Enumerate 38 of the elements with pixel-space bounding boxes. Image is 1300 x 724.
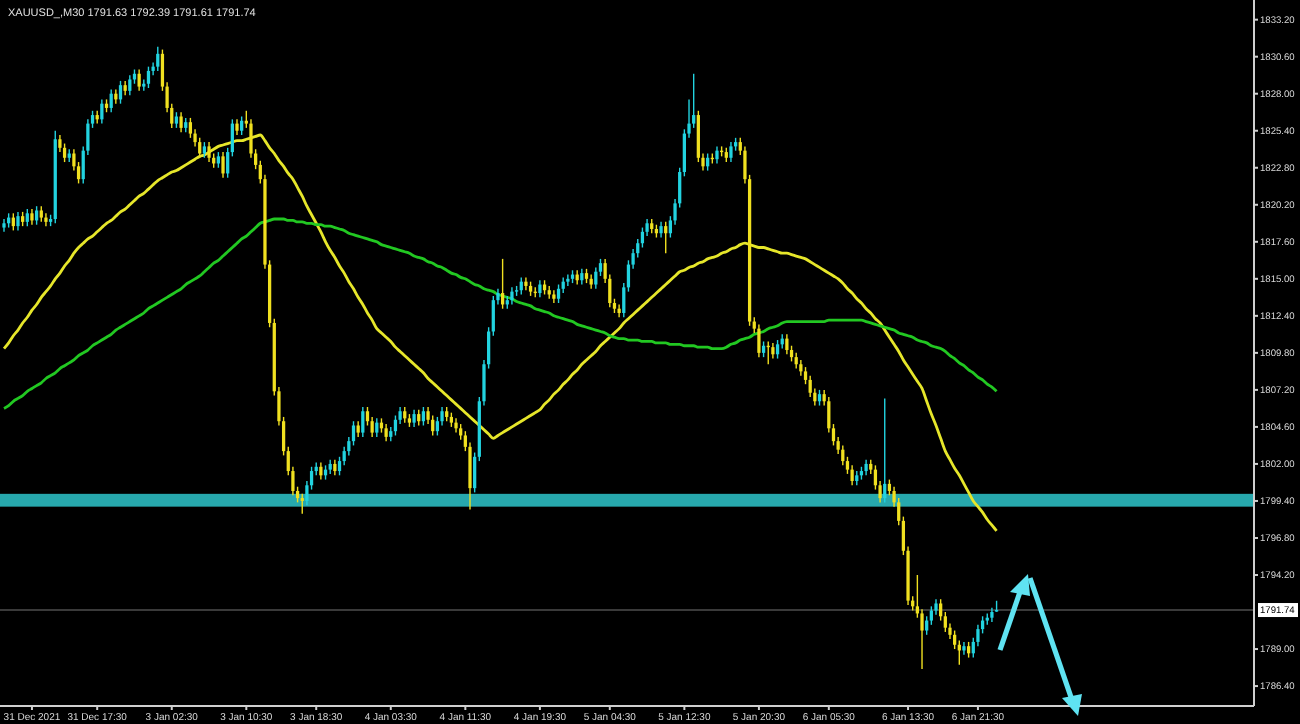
candlestick [128,74,132,96]
candlestick [696,110,700,163]
candlestick [962,641,966,656]
line-series [2,217,998,410]
candlestick [566,273,570,287]
candlestick [524,276,528,291]
candlestick [421,406,426,427]
candlestick [118,80,123,105]
candlestick [617,303,621,318]
candlestick [44,212,48,227]
candlestick [594,266,598,290]
candlestick [188,117,193,139]
candlestick [179,111,183,133]
candlestick [62,142,67,163]
candlestick [808,374,812,398]
candlestick [351,420,356,447]
candlestick [454,417,458,434]
candlestick [109,88,113,113]
candlestick [729,141,733,163]
candlestick [785,333,789,355]
candlestick [300,493,304,515]
candlestick [240,115,244,136]
candlestick [375,417,379,438]
candlestick [664,221,668,254]
candlestick [146,65,151,89]
candlestick [440,406,444,427]
candlestick [556,283,561,304]
candlestick [361,406,365,438]
candlestick [757,323,761,358]
candlestick [775,339,780,360]
candlestick [883,397,887,504]
candlestick [156,46,160,72]
candlestick [137,68,141,92]
candlestick [221,151,225,179]
candlestick [207,141,211,163]
candlestick [16,211,20,232]
candlestick [850,464,854,486]
candlestick [34,205,39,226]
